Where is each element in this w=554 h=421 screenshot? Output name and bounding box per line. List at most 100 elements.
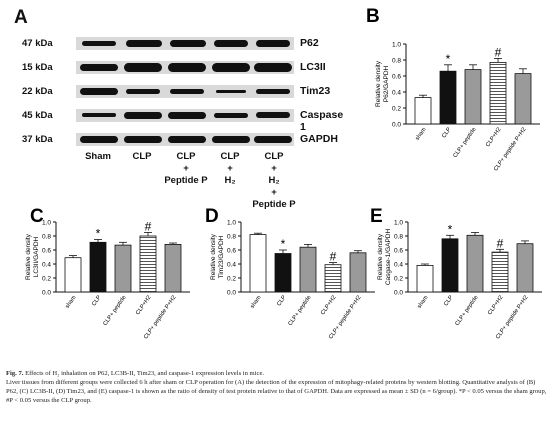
significance-mark: #: [495, 45, 502, 59]
bar: [89, 241, 107, 293]
x-tick-label: CLP+H2: [320, 295, 338, 317]
figure-caption: Fig. 7. Effects of H₂ inhalation on P62,…: [6, 369, 548, 405]
blot-strip-lc3ii: [76, 61, 294, 74]
y-tick-label: 0.4: [394, 262, 403, 269]
x-tick-label: CLP: [441, 127, 452, 140]
y-axis-label: Relative density: [25, 233, 32, 280]
x-tick-label: sham: [65, 295, 78, 310]
protein-label-tim23: Tim23: [300, 85, 331, 97]
blot-group-line: CLP: [132, 151, 152, 162]
kda-label-1: 47 kDa: [22, 38, 53, 49]
y-axis-label: Relative density: [210, 233, 217, 280]
significance-mark: *: [281, 237, 286, 251]
x-tick-label: sham: [250, 295, 263, 310]
y-tick-label: 0.4: [42, 262, 51, 269]
bar: [466, 234, 484, 293]
blot-group-line: +: [227, 163, 233, 174]
y-tick-label: 0.6: [392, 74, 401, 81]
y-axis-label: LC3II/GAPDH: [33, 236, 40, 277]
y-tick-label: 0.8: [227, 234, 236, 241]
y-tick-label: 1.0: [227, 220, 236, 227]
kda-label-4: 45 kDa: [22, 110, 53, 121]
x-tick-label: CLP+ peptide: [287, 295, 312, 327]
y-tick-label: 1.0: [392, 42, 401, 49]
chart-d-tim23: D 0.0 0.2 0.4 0.6 0.8 1.0 Relative density Tim23…: [205, 206, 375, 340]
bar: [464, 69, 482, 125]
y-tick-label: 0.4: [392, 90, 401, 97]
bar: [491, 251, 509, 293]
blot-group-label-4: CLP + H₂: [200, 151, 260, 187]
x-tick-label: sham: [415, 127, 428, 142]
blot-strip-tim23: [76, 85, 294, 98]
y-tick-label: 0.0: [394, 290, 403, 297]
protein-label-lc3ii: LC3II: [300, 61, 326, 73]
x-tick-label: CLP+ peptide: [102, 295, 127, 327]
panel-letter-b: B: [366, 6, 380, 27]
bar: [139, 235, 157, 293]
blot-group-line: Peptide P: [164, 175, 208, 186]
y-tick-label: 0.6: [394, 248, 403, 255]
panel-letter-a: A: [14, 7, 28, 28]
blot-group-line: CLP: [220, 151, 240, 162]
y-tick-label: 0.6: [42, 248, 51, 255]
bar: [274, 253, 292, 293]
y-axis-label: P62/GAPDH: [383, 65, 390, 102]
kda-label-2: 15 kDa: [22, 62, 53, 73]
blot-group-line: H₂: [224, 175, 236, 186]
y-tick-label: 0.0: [42, 290, 51, 297]
protein-label-p62: P62: [300, 37, 319, 49]
panel-letter-c: C: [30, 206, 44, 227]
x-tick-label: CLP+H2: [485, 127, 503, 149]
significance-mark: #: [330, 250, 337, 264]
significance-mark: *: [448, 222, 453, 236]
blot-group-line: Sham: [85, 151, 111, 162]
bar: [299, 246, 317, 293]
blot-group-label-1: Sham: [68, 151, 128, 163]
bar: [441, 238, 459, 293]
chart-c-lc3ii: C 0.0 0.2 0.4 0.6 0.8 1.0 Relative density LC3II…: [25, 206, 190, 340]
y-tick-label: 1.0: [394, 220, 403, 227]
significance-mark: *: [446, 52, 451, 66]
caption-title: Effects of H₂ inhalation on P62, LC3B-II…: [25, 370, 265, 377]
blot-group-label-2: CLP: [112, 151, 172, 163]
y-axis-label: Relative density: [375, 60, 382, 107]
bar: [114, 244, 132, 293]
y-axis-label: Relative density: [377, 233, 384, 280]
bar: [516, 243, 534, 293]
bar: [164, 244, 182, 293]
y-tick-label: 0.8: [392, 58, 401, 65]
y-tick-label: 0.4: [227, 262, 236, 269]
bar: [439, 70, 457, 125]
bar: [249, 234, 267, 293]
significance-mark: *: [96, 227, 101, 241]
protein-label-caspase1: Caspase 1: [300, 109, 344, 133]
y-tick-label: 1.0: [42, 220, 51, 227]
y-tick-label: 0.8: [42, 234, 51, 241]
x-tick-label: CLP+ peptide: [454, 295, 479, 327]
x-tick-label: CLP: [91, 295, 102, 308]
bar: [489, 62, 507, 125]
significance-mark: #: [145, 220, 152, 234]
blot-group-line: +: [183, 163, 189, 174]
protein-label-gapdh: GAPDH: [300, 133, 338, 145]
y-tick-label: 0.2: [394, 276, 403, 283]
western-blot-panel: A 47 kDa 15 kDa 22 kDa 45 kDa 37 kDa: [0, 0, 350, 220]
blot-group-label-5: CLP + H₂ + Peptide P: [244, 151, 304, 211]
y-axis-label: Casgase-1/GAPDH: [385, 229, 392, 286]
blot-group-line: +: [271, 163, 277, 174]
kda-label-5: 37 kDa: [22, 134, 53, 145]
x-tick-label: CLP+H2: [487, 295, 505, 317]
y-tick-label: 0.6: [227, 248, 236, 255]
panel-letter-e: E: [370, 206, 383, 227]
bar: [324, 264, 342, 293]
y-axis-label: Tim23/GAPDH: [218, 235, 225, 278]
y-tick-label: 0.2: [227, 276, 236, 283]
kda-label-3: 22 kDa: [22, 86, 53, 97]
y-tick-label: 0.0: [227, 290, 236, 297]
y-tick-label: 0.8: [394, 234, 403, 241]
blot-group-label-3: CLP + Peptide P: [156, 151, 216, 187]
x-tick-label: CLP: [443, 295, 454, 308]
bar: [414, 97, 432, 125]
chart-e-caspase1: E 0.0 0.2 0.4 0.6 0.8 1.0 Relative density Casga…: [370, 206, 542, 340]
chart-b-p62: B 0.0 0.2 0.4 0.6 0.8 1.0 Relative density P62/G…: [366, 6, 540, 172]
